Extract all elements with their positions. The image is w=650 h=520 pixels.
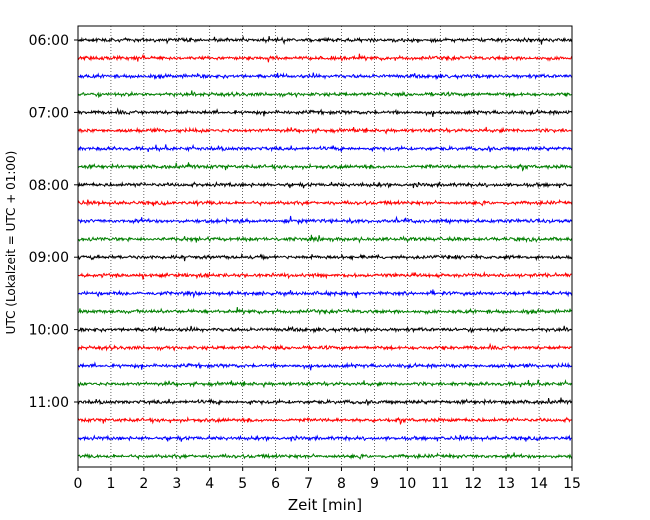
seismic-trace <box>77 72 573 81</box>
x-tick-label: 5 <box>238 476 247 492</box>
x-tick-label: 3 <box>172 476 181 492</box>
seismic-trace <box>77 270 573 280</box>
seismic-trace <box>77 162 573 172</box>
plot-frame <box>77 25 573 468</box>
seismic-trace <box>77 198 573 208</box>
seismic-trace <box>77 397 573 406</box>
seismic-trace <box>77 126 573 135</box>
seismic-trace <box>78 180 573 189</box>
x-tick-label: 11 <box>431 476 449 492</box>
seismic-traces <box>77 35 573 461</box>
seismic-trace <box>77 289 573 299</box>
y-tick-label: 07:00 <box>29 105 69 121</box>
seismic-trace <box>77 379 573 389</box>
x-tick-label: 10 <box>398 476 416 492</box>
x-axis-label: Zeit [min] <box>288 496 362 514</box>
x-tick-label: 8 <box>337 476 346 492</box>
seismic-trace <box>77 361 573 371</box>
y-tick-label: 06:00 <box>29 33 69 49</box>
seismic-trace <box>77 53 573 63</box>
seismic-trace <box>77 107 573 117</box>
seismic-trace <box>78 307 572 316</box>
x-tick-label: 15 <box>563 476 581 492</box>
x-tick-label: 14 <box>530 476 548 492</box>
x-tick-label: 6 <box>271 476 280 492</box>
seismic-trace <box>77 90 573 99</box>
x-tick-label: 2 <box>139 476 148 492</box>
y-tick-label: 11:00 <box>29 395 69 411</box>
x-tick-label: 4 <box>205 476 214 492</box>
seismic-trace <box>77 416 573 426</box>
y-tick-label: 08:00 <box>29 178 69 194</box>
seismic-trace <box>77 234 573 244</box>
seismic-trace <box>77 143 573 153</box>
x-tick-label: 9 <box>370 476 379 492</box>
seismic-trace <box>77 452 573 461</box>
x-tick-label: 12 <box>464 476 482 492</box>
x-tick-label: 1 <box>106 476 115 492</box>
x-axis-ticks: 0 1 2 3 4 5 6 7 8 9 10 11 12 13 14 15 <box>74 467 581 492</box>
x-tick-label: 0 <box>74 476 83 492</box>
y-axis-label: UTC (Lokalzeit = UTC + 01:00) <box>4 151 18 335</box>
y-axis-ticks: 06:00 07:00 08:00 09:00 10:00 11:00 <box>29 33 78 411</box>
y-tick-label: 10:00 <box>29 323 69 339</box>
x-tick-label: 7 <box>304 476 313 492</box>
seismic-trace <box>77 434 573 443</box>
seismic-trace <box>77 325 572 334</box>
y-tick-label: 09:00 <box>29 250 69 266</box>
seismic-trace <box>77 252 572 262</box>
seismic-trace <box>77 342 573 352</box>
x-tick-label: 13 <box>497 476 515 492</box>
seismic-trace <box>77 35 573 46</box>
seismic-trace <box>77 215 573 226</box>
